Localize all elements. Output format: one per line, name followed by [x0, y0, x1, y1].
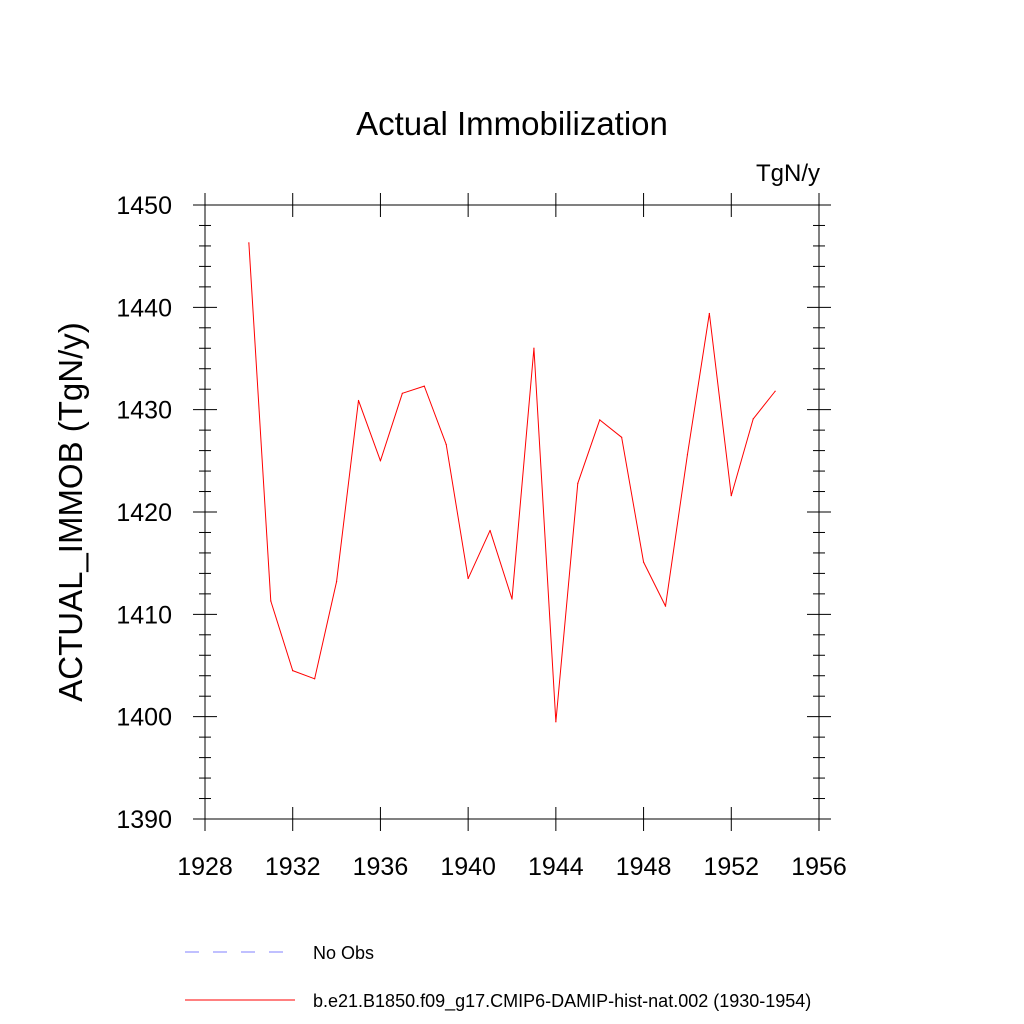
data-point [489, 529, 491, 532]
data-point [511, 598, 513, 600]
x-tick-label: 1948 [616, 853, 672, 881]
data-point [379, 460, 382, 462]
series-line [248, 242, 776, 723]
units-label: TgN/y [756, 160, 820, 187]
plot-frame [204, 204, 820, 820]
x-tick-label: 1952 [703, 853, 759, 881]
x-tick-label: 1940 [440, 853, 496, 881]
data-point [774, 390, 776, 392]
y-tick-label: 1390 [116, 806, 172, 834]
series-lines [248, 242, 776, 723]
y-tick-label: 1400 [116, 704, 172, 732]
data-point [467, 577, 469, 580]
data-point [335, 580, 338, 583]
data-point [708, 312, 710, 315]
axis-ticks [193, 193, 831, 831]
data-point [599, 419, 601, 421]
x-tick-labels: 1928 1932 1936 1940 1944 1948 1952 1956 [177, 853, 847, 881]
legend-label-model: b.e21.B1850.f09_g17.CMIP6-DAMIP-hist-nat… [313, 991, 811, 1012]
data-point [401, 392, 403, 394]
chart-title: Actual Immobilization [356, 105, 668, 142]
x-tick-label: 1944 [528, 853, 584, 881]
data-point [730, 495, 732, 497]
data-point [270, 600, 272, 602]
data-point [248, 242, 250, 244]
x-tick-label: 1936 [353, 853, 409, 881]
y-axis-label: ACTUAL_IMMOB (TgN/y) [52, 322, 89, 702]
data-point [423, 385, 425, 387]
data-point [621, 436, 623, 438]
x-tick-label: 1956 [791, 853, 847, 881]
data-point [445, 443, 447, 446]
x-tick-label: 1928 [177, 853, 233, 881]
y-tick-labels: 1390 1400 1410 1420 1430 1440 1450 [116, 192, 172, 834]
data-point [752, 418, 754, 420]
y-tick-label: 1440 [116, 294, 172, 322]
data-point [555, 721, 557, 723]
legend: No Obs b.e21.B1850.f09_g17.CMIP6-DAMIP-h… [185, 943, 811, 1012]
data-point [577, 482, 579, 484]
data-point [686, 454, 689, 456]
x-tick-label: 1932 [265, 853, 321, 881]
legend-label-no-obs: No Obs [313, 943, 374, 963]
data-point [314, 678, 316, 680]
data-point [533, 347, 535, 349]
y-tick-label: 1430 [116, 397, 172, 425]
y-tick-label: 1450 [116, 192, 172, 220]
y-tick-label: 1420 [116, 499, 172, 527]
data-point [664, 605, 667, 607]
data-point [292, 670, 294, 672]
y-tick-label: 1410 [116, 601, 172, 629]
data-point [357, 399, 360, 402]
data-point [642, 561, 645, 563]
